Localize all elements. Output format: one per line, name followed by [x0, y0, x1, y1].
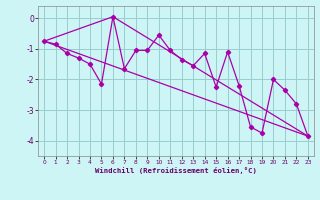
X-axis label: Windchill (Refroidissement éolien,°C): Windchill (Refroidissement éolien,°C)	[95, 167, 257, 174]
